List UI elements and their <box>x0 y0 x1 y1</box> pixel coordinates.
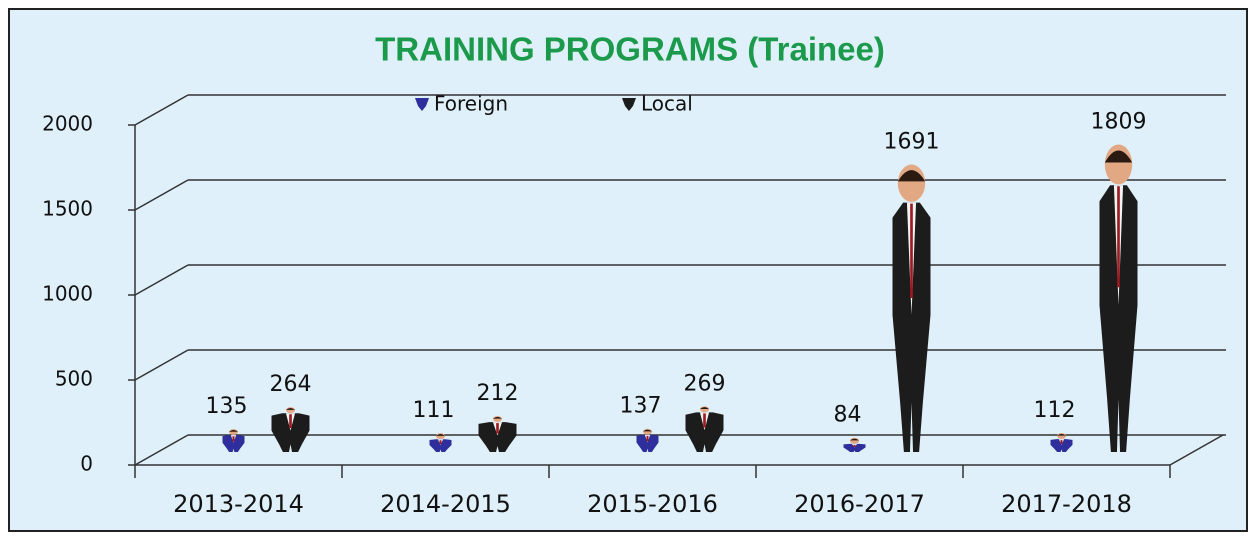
value-label: 1809 <box>1091 109 1147 134</box>
value-label: 84 <box>834 403 862 428</box>
chart-frame <box>9 9 1247 531</box>
x-tick-label: 2017-2018 <box>1001 490 1132 518</box>
legend-label: Foreign <box>434 92 508 116</box>
value-label: 135 <box>206 394 248 419</box>
legend-label: Local <box>641 92 693 116</box>
x-tick-label: 2013-2014 <box>173 490 304 518</box>
value-label: 137 <box>620 394 662 419</box>
value-label: 1691 <box>884 130 940 155</box>
value-label: 212 <box>477 381 519 406</box>
chart: TRAINING PROGRAMS (Trainee) 0 500 1000 1500… <box>0 0 1256 540</box>
head <box>229 429 238 435</box>
x-tick-label: 2016-2017 <box>794 490 925 518</box>
x-tick-label: 2014-2015 <box>380 490 511 518</box>
y-tick-label: 2000 <box>42 112 93 136</box>
y-tick-label: 500 <box>55 367 93 391</box>
value-label: 264 <box>270 372 312 397</box>
y-tick-label: 1500 <box>42 197 93 221</box>
x-tick-label: 2015-2016 <box>587 490 718 518</box>
chart-title: TRAINING PROGRAMS (Trainee) <box>375 31 885 68</box>
value-label: 111 <box>413 398 455 423</box>
y-tick-label: 1000 <box>42 282 93 306</box>
value-label: 269 <box>684 371 726 396</box>
value-label: 112 <box>1034 398 1076 423</box>
head <box>286 407 295 413</box>
y-tick-label: 0 <box>80 452 93 476</box>
